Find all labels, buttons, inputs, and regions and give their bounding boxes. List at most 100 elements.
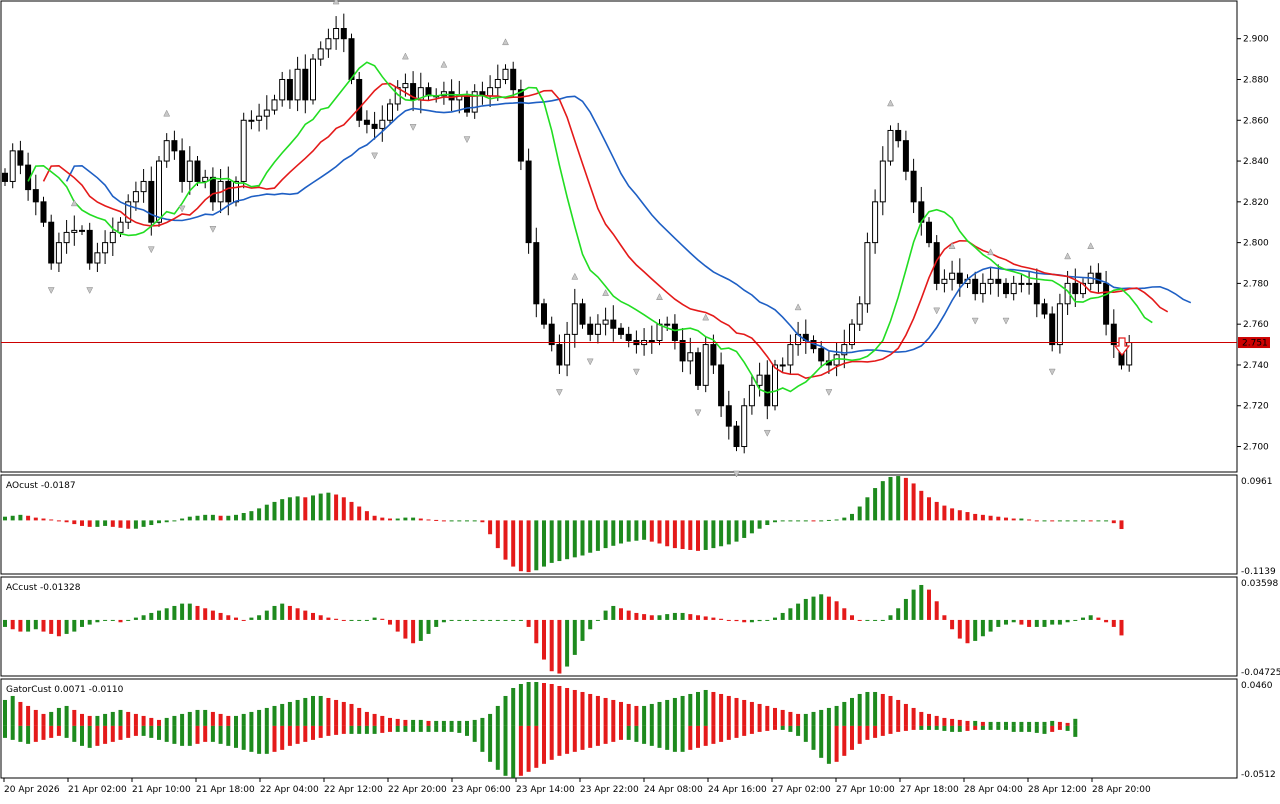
gator-upper-bar bbox=[696, 691, 700, 726]
ao-bar bbox=[1111, 520, 1116, 524]
candle-down bbox=[718, 364, 725, 407]
ac-bar bbox=[511, 619, 516, 621]
ao-bar bbox=[180, 518, 185, 521]
ac-bar bbox=[950, 619, 955, 630]
gator-upper-bar bbox=[503, 695, 508, 726]
ac-bar bbox=[657, 615, 662, 620]
gator-upper-bar bbox=[311, 695, 315, 726]
ac-bar bbox=[441, 619, 446, 623]
ac-bar bbox=[341, 619, 346, 621]
candle-down bbox=[286, 78, 293, 101]
candle-down bbox=[464, 95, 470, 113]
candle-down bbox=[1072, 282, 1079, 295]
price-tick-label: 2.860 bbox=[1243, 116, 1269, 126]
candle-down bbox=[818, 348, 825, 362]
gator-lower-bar bbox=[272, 725, 277, 752]
ao-bar bbox=[80, 520, 84, 526]
ac-bar bbox=[665, 614, 670, 620]
gator-upper-bar bbox=[118, 709, 123, 726]
gator-lower-bar bbox=[526, 725, 531, 772]
ao-bar bbox=[126, 520, 131, 529]
ao-bar bbox=[518, 520, 523, 572]
candle-down bbox=[625, 333, 632, 341]
gator-lower-bar bbox=[957, 725, 962, 732]
candle-up bbox=[325, 38, 332, 50]
ao-bar bbox=[56, 520, 61, 522]
gator-upper-bar bbox=[911, 707, 916, 726]
gator-upper-bar bbox=[619, 701, 623, 726]
ao-title: AOcust -0.0187 bbox=[6, 481, 76, 491]
gator-upper-bar bbox=[757, 703, 762, 726]
gator-upper-bar bbox=[110, 711, 115, 726]
gator-upper-bar bbox=[557, 685, 562, 726]
ac-bar bbox=[619, 608, 623, 620]
candle-down bbox=[356, 78, 363, 121]
gator-lower-bar bbox=[965, 725, 970, 731]
fractal-down-icon bbox=[733, 470, 740, 478]
ao-bar bbox=[595, 520, 600, 551]
gator-lower-bar bbox=[110, 725, 115, 742]
gator-lower-bar bbox=[341, 725, 346, 734]
ac-pane-frame bbox=[0, 576, 1238, 677]
gator-lower-bar bbox=[87, 725, 92, 748]
gator-lower-bar bbox=[518, 725, 523, 776]
ao-pane-frame bbox=[0, 474, 1238, 575]
ac-bar bbox=[357, 619, 362, 621]
ac-bar bbox=[518, 619, 523, 621]
gator-lower-bar bbox=[364, 725, 369, 734]
candle-up bbox=[333, 28, 340, 40]
candle-down bbox=[933, 242, 940, 284]
gator-upper-bar bbox=[72, 709, 77, 726]
ac-bar bbox=[72, 619, 77, 632]
ac-bar bbox=[542, 619, 546, 660]
gator-lower-bar bbox=[318, 725, 323, 738]
gator-lower-bar bbox=[126, 725, 131, 738]
gator-lower-bar bbox=[264, 725, 269, 754]
gator-lower-bar bbox=[680, 725, 685, 752]
ao-bar bbox=[1034, 520, 1039, 522]
gator-lower-bar bbox=[665, 725, 670, 750]
candle-down bbox=[956, 272, 963, 284]
candle-down bbox=[895, 129, 902, 142]
gator-upper-bar bbox=[980, 721, 985, 726]
ac-bar bbox=[1050, 619, 1055, 625]
fractal-up-icon bbox=[702, 313, 710, 321]
ac-bar bbox=[703, 616, 708, 620]
ao-bar bbox=[372, 515, 377, 521]
gator-lower-bar bbox=[688, 725, 693, 750]
gator-upper-bar bbox=[418, 719, 423, 726]
ao-bar bbox=[888, 476, 893, 521]
gator-upper-bar bbox=[1027, 721, 1032, 726]
gator-upper-bar bbox=[133, 713, 138, 726]
gator-lower-bar bbox=[249, 725, 254, 752]
ac-bar bbox=[203, 608, 208, 620]
ac-bar bbox=[980, 619, 985, 637]
ac-bar bbox=[149, 612, 154, 620]
fractal-down-icon bbox=[632, 368, 640, 376]
ac-bar bbox=[595, 619, 600, 621]
gator-lower-bar bbox=[888, 725, 893, 734]
ac-bar bbox=[1019, 619, 1024, 625]
gator-upper-bar bbox=[18, 701, 23, 726]
gator-upper-bar bbox=[950, 718, 955, 726]
ac-bar bbox=[1065, 619, 1070, 623]
candle-up bbox=[379, 119, 386, 129]
ao-bar bbox=[649, 520, 654, 542]
gator-upper-bar bbox=[780, 709, 785, 726]
candle-up bbox=[94, 252, 101, 264]
candle-down bbox=[86, 229, 93, 264]
ac-bar bbox=[180, 603, 185, 620]
candle-up bbox=[979, 282, 986, 295]
ac-bar bbox=[680, 612, 685, 620]
gator-upper-bar bbox=[734, 697, 739, 726]
ao-bar bbox=[1019, 518, 1024, 521]
gator-lower-bar bbox=[1050, 725, 1055, 732]
sell-arrow-icon bbox=[1113, 337, 1131, 356]
gator-upper-bar bbox=[518, 683, 523, 726]
candle-up bbox=[294, 68, 301, 101]
gator-lower-bar bbox=[1057, 725, 1062, 730]
ac-bar bbox=[1034, 619, 1039, 627]
ao-bar bbox=[1073, 520, 1078, 522]
gator-upper-bar bbox=[888, 695, 893, 726]
gator-lower-bar bbox=[1019, 725, 1024, 732]
